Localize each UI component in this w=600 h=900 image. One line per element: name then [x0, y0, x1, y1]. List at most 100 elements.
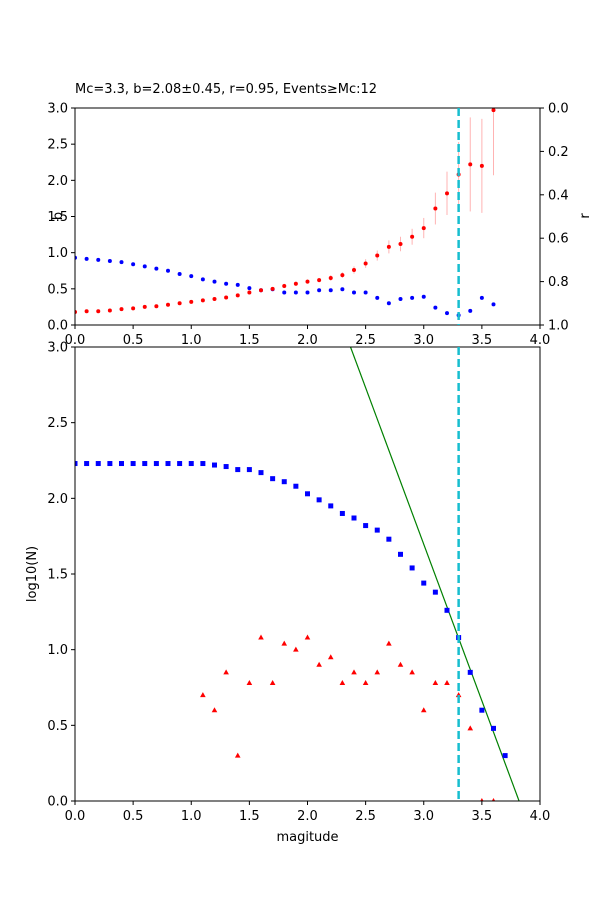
r-point	[340, 287, 345, 292]
cumulative-point	[467, 669, 473, 675]
b-value-point	[386, 244, 391, 249]
x-tick-label: 2.0	[297, 809, 318, 824]
non-cumulative-point	[374, 669, 381, 675]
cumulative-point	[258, 470, 264, 476]
b-value-point	[363, 261, 368, 266]
b-value-y-label: b	[51, 212, 66, 220]
cumulative-point	[223, 464, 229, 470]
b-value-point	[468, 162, 473, 167]
cumulative-point	[479, 707, 485, 713]
b-value-point	[293, 281, 298, 286]
b-value-point	[142, 304, 147, 309]
b-value-point	[305, 279, 310, 284]
r-point	[235, 282, 240, 287]
non-cumulative-point	[444, 679, 450, 685]
non-cumulative-point	[223, 669, 229, 675]
b-value-point	[200, 298, 205, 303]
b-value-point	[177, 301, 182, 306]
top-x-tick-label: 2.5	[355, 333, 376, 348]
b-value-point	[84, 309, 89, 314]
x-tick-label: 3.5	[472, 809, 493, 824]
r-point	[154, 266, 159, 271]
x-tick-label: 3.0	[413, 809, 434, 824]
non-cumulative-point	[480, 798, 484, 801]
b-value-point	[189, 299, 194, 304]
r-point	[131, 262, 136, 267]
y-tick-label: 0.5	[47, 719, 68, 734]
cumulative-point	[351, 515, 357, 521]
cumulative-point	[293, 483, 299, 489]
cumulative-point	[328, 503, 334, 509]
cumulative-point	[200, 461, 206, 467]
r-y-tick-label: 0.0	[548, 102, 569, 117]
cumulative-point	[305, 491, 310, 497]
non-cumulative-point	[351, 669, 357, 675]
top-x-tick-label: 3.5	[472, 333, 493, 348]
non-cumulative-point	[386, 640, 392, 646]
cumulative-point	[246, 467, 252, 473]
non-cumulative-point	[234, 752, 241, 758]
cumulative-point	[84, 461, 90, 467]
r-point	[96, 257, 101, 262]
b-value-point	[224, 295, 229, 300]
b-value-point	[491, 108, 496, 113]
r-point	[479, 295, 484, 300]
cumulative-point	[409, 565, 415, 571]
r-point	[328, 288, 333, 293]
cumulative-point	[374, 527, 380, 533]
r-point	[363, 290, 368, 295]
cumulative-point	[281, 479, 287, 485]
top-x-tick-label: 2.0	[297, 333, 318, 348]
b-value-point	[235, 293, 240, 298]
x-axis-label: magitude	[276, 830, 338, 845]
cumulative-point	[502, 753, 508, 759]
cumulative-point	[153, 461, 159, 467]
r-point	[224, 281, 229, 286]
b-y-tick-label: 2.5	[47, 138, 68, 153]
b-value-title: Mc=3.3, b=2.08±0.45, r=0.95, Events≥Mc:1…	[75, 82, 377, 97]
r-point	[84, 256, 89, 261]
cumulative-point	[188, 461, 194, 467]
top-x-tick-label: 4.0	[530, 333, 551, 348]
r-point	[177, 272, 182, 277]
b-value-point	[282, 283, 287, 288]
b-value-point	[328, 275, 333, 280]
cumulative-point	[95, 461, 101, 467]
x-tick-label: 0.5	[123, 809, 144, 824]
r-point	[421, 294, 426, 299]
cumulative-point	[107, 461, 113, 467]
b-value-point	[433, 206, 438, 211]
non-cumulative-point	[467, 725, 474, 731]
b-value-point	[212, 296, 217, 301]
cumulative-point	[398, 551, 403, 557]
frequency-magnitude-plot-frame	[74, 346, 541, 802]
r-y-tick-label: 0.4	[548, 188, 569, 203]
cumulative-point	[212, 462, 217, 468]
r-point	[317, 288, 322, 293]
cumulative-point	[386, 536, 392, 542]
b-value-point	[421, 226, 426, 231]
r-point	[352, 290, 356, 295]
cumulative-point	[119, 461, 124, 467]
non-cumulative-point	[455, 692, 462, 698]
r-point	[433, 305, 438, 310]
b-value-point	[410, 234, 415, 239]
y-tick-label: 3.0	[47, 341, 68, 356]
r-point	[247, 286, 252, 291]
r-point	[375, 295, 380, 300]
b-y-tick-label: 1.5	[47, 210, 68, 225]
r-point	[398, 296, 403, 301]
cumulative-point	[130, 461, 136, 467]
non-cumulative-point	[281, 640, 288, 646]
frequency-magnitude-panel: 0.0 0.5 1.0 1.5 2.0 2.5 3.0 3.5 4.0 0.0 0.5 1.0 1.5…	[25, 341, 550, 846]
non-cumulative-point	[420, 707, 427, 713]
r-point	[107, 258, 112, 263]
r-y-tick-label: 0.8	[548, 275, 569, 290]
x-tick-label: 1.5	[239, 809, 260, 824]
r-point	[189, 274, 194, 279]
r-point	[166, 268, 170, 273]
non-cumulative-point	[339, 679, 346, 685]
cumulative-point	[421, 580, 427, 586]
cumulative-point	[165, 461, 171, 467]
